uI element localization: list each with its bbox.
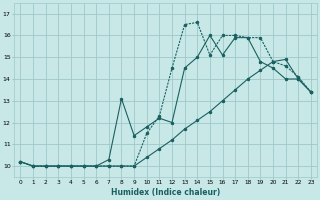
X-axis label: Humidex (Indice chaleur): Humidex (Indice chaleur)	[111, 188, 220, 197]
